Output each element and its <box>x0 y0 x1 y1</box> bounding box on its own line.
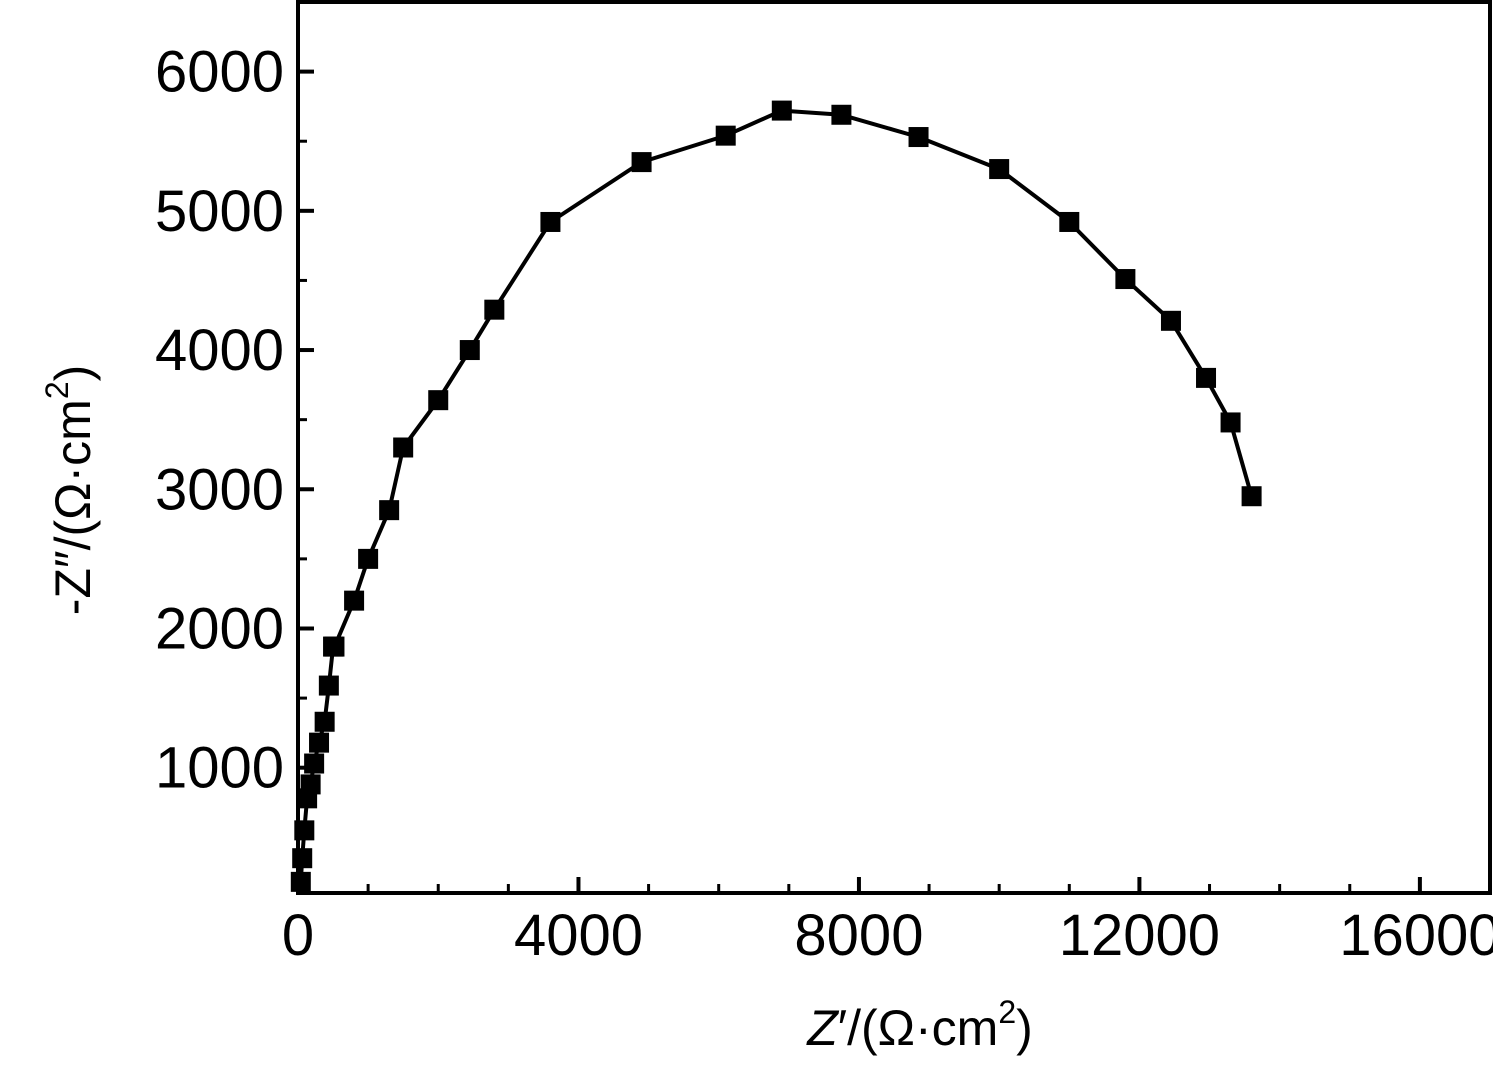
y-tick-label: 3000 <box>155 457 284 522</box>
data-point <box>908 127 929 148</box>
data-point <box>344 590 365 611</box>
data-point <box>358 548 379 569</box>
data-point <box>631 152 652 173</box>
y-axis-ticks: 1000 2000 3000 4000 5000 6000 <box>155 40 314 801</box>
data-point <box>831 104 852 125</box>
data-point <box>1059 211 1080 232</box>
data-point <box>379 500 400 521</box>
data-point <box>484 299 505 320</box>
x-tick-label: 8000 <box>794 903 923 968</box>
data-point <box>771 100 792 121</box>
data-point <box>304 753 325 774</box>
x-axis-ticks: 0 4000 8000 12000 16000 <box>282 877 1493 968</box>
data-point <box>314 711 335 732</box>
axes <box>296 0 1492 895</box>
y-tick-label: 4000 <box>155 318 284 383</box>
y-tick-label: 1000 <box>155 736 284 801</box>
x-tick-label: 4000 <box>514 903 643 968</box>
plot-frame <box>296 0 1492 895</box>
data-point <box>1220 412 1241 433</box>
data-point <box>428 390 449 411</box>
y-tick-label: 6000 <box>155 40 284 105</box>
y-tick-label: 2000 <box>155 596 284 661</box>
impedance-series <box>290 100 1262 892</box>
data-point <box>290 871 311 892</box>
data-point <box>292 848 313 869</box>
x-tick-label: 12000 <box>1059 903 1220 968</box>
data-point <box>318 675 339 696</box>
data-point <box>309 732 330 753</box>
data-point <box>1115 269 1136 290</box>
x-tick-label: 16000 <box>1339 903 1493 968</box>
data-point <box>540 211 561 232</box>
data-point <box>1241 486 1262 507</box>
series-line <box>298 108 1254 883</box>
y-tick-label: 5000 <box>155 179 284 244</box>
data-point <box>300 774 321 795</box>
data-point <box>715 125 736 146</box>
data-point <box>1160 310 1181 331</box>
y-axis-title: -Z″/(Ω·cm2) <box>39 365 101 616</box>
data-point <box>294 820 315 841</box>
data-point <box>459 340 480 361</box>
data-point <box>393 437 414 458</box>
x-axis-title: Z′/(Ω·cm2) <box>806 994 1033 1056</box>
data-point <box>1196 367 1217 388</box>
data-point <box>324 636 345 657</box>
data-point <box>989 159 1010 180</box>
x-tick-label: 0 <box>282 903 314 968</box>
